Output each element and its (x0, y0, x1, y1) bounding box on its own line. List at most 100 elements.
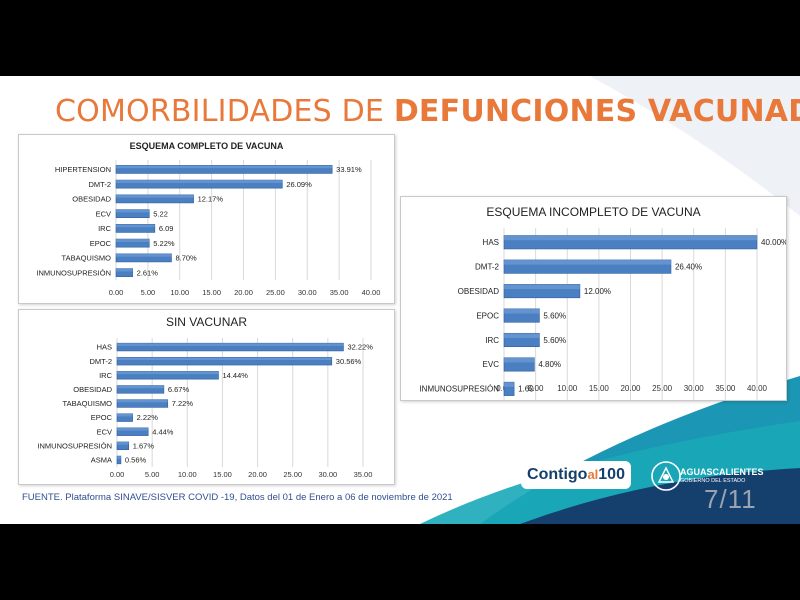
data-label: 12.17% (198, 195, 224, 204)
x-tick-label: 35.00 (354, 470, 373, 479)
x-tick-label: 5.00 (141, 288, 156, 297)
bar-highlight (116, 239, 150, 242)
chart-complete: 0.00 5.00 10.00 15.00 20.00 25.00 30.00 35.00 40… (36, 160, 381, 297)
bar (116, 342, 344, 352)
bar-highlight (117, 343, 344, 346)
x-tick-label: 10.00 (557, 384, 578, 393)
data-label: 33.91% (336, 165, 362, 174)
contigo-logo: Contigoal100 (521, 461, 631, 489)
bar-highlight (117, 385, 164, 389)
category-label: ECV (97, 427, 112, 436)
bar-highlight (504, 235, 757, 241)
bar-highlight (117, 427, 149, 431)
data-label: 8.70% (175, 254, 197, 263)
bar-highlight (504, 284, 580, 290)
category-label: TABAQUISMO (62, 254, 112, 263)
page-title: COMORBILIDADES DE DEFUNCIONES VACUNADOS (55, 94, 800, 129)
category-label: DMT-2 (475, 262, 500, 271)
x-tick-label: 5.00 (528, 384, 544, 393)
x-tick-label: 10.00 (178, 470, 197, 479)
contigo-logo-al: al (587, 467, 599, 482)
category-label: IRC (485, 336, 499, 345)
x-tick-label: 20.00 (234, 288, 253, 297)
x-tick-label: 20.00 (248, 470, 267, 479)
category-label: ECV (96, 209, 111, 218)
x-tick-label: 25.00 (283, 470, 302, 479)
x-tick-label: 15.00 (213, 470, 232, 479)
data-label: 6.67% (168, 385, 190, 394)
category-label: EPOC (90, 239, 112, 248)
bar-highlight (116, 209, 150, 213)
category-label: DMT-2 (89, 180, 112, 189)
x-tick-label: 30.00 (318, 470, 337, 479)
data-label: 12.00% (584, 287, 611, 296)
bar-highlight (117, 456, 121, 459)
x-tick-label: 10.00 (170, 288, 189, 297)
category-label: IRC (98, 224, 112, 233)
category-label: EPOC (91, 413, 113, 422)
data-label: 4.44% (152, 427, 174, 436)
x-tick-label: 0.00 (109, 288, 124, 297)
data-label: 1.67% (133, 441, 155, 450)
bar-highlight (116, 180, 283, 183)
state-seal-icon (651, 461, 681, 491)
category-label: ASMA (91, 456, 112, 465)
chart-title: ESQUEMA COMPLETO DE VACUNA (129, 141, 284, 151)
bar-highlight (504, 333, 540, 338)
data-label: 0.56% (125, 456, 147, 465)
category-label: DMT-2 (90, 357, 113, 366)
category-label: INMUNOSUPRESIÓN (37, 441, 112, 450)
data-label: 26.40% (675, 262, 702, 271)
category-label: OBESIDAD (73, 385, 112, 394)
data-label: 7.22% (172, 399, 194, 408)
bar-highlight (116, 165, 333, 169)
data-label: 4.80% (538, 360, 561, 369)
bar-highlight (504, 308, 540, 314)
x-tick-label: 40.00 (362, 288, 381, 297)
data-label: 30.56% (336, 357, 362, 366)
category-label: TABAQUISMO (63, 399, 113, 408)
category-label: HAS (483, 238, 499, 247)
source-footnote: FUENTE. Plataforma SINAVE/SISVER COVID -… (22, 492, 453, 503)
category-label: HIPERTENSION (55, 165, 111, 174)
data-label: 2.22% (137, 413, 159, 422)
category-label: EVC (483, 360, 500, 369)
data-label: 5.60% (543, 336, 566, 345)
bar-highlight (116, 194, 194, 198)
contigo-logo-100: 100 (598, 466, 625, 483)
x-tick-label: 35.00 (715, 384, 736, 393)
chart-title: SIN VACUNAR (165, 315, 248, 329)
bar-highlight (504, 357, 535, 363)
bar-highlight (117, 413, 133, 417)
bar (116, 356, 333, 366)
x-tick-label: 20.00 (620, 384, 641, 393)
state-name: AGUASCALIENTES (680, 467, 764, 477)
data-label: 40.00% (761, 238, 786, 247)
chart-incomplete: 0.005.0010.0015.0020.0025.0030.0035.0040… (419, 228, 786, 400)
chart-panel-complete: ESQUEMA COMPLETO DE VACUNA 0.00 5.00 10.00… (18, 134, 395, 304)
title-part-1: COMORBILIDADES DE (55, 94, 394, 129)
data-label: 14.44% (222, 371, 248, 380)
category-label: OBESIDAD (458, 287, 500, 296)
x-tick-label: 30.00 (684, 384, 705, 393)
x-tick-label: 35.00 (330, 288, 349, 297)
x-tick-label: 15.00 (202, 288, 221, 297)
x-tick-label: 40.00 (747, 384, 768, 393)
data-label: 5.60% (543, 311, 566, 320)
bar-highlight (504, 259, 671, 265)
x-tick-label: 25.00 (652, 384, 673, 393)
data-label: 2.61% (137, 268, 159, 277)
x-tick-label: 5.00 (145, 470, 160, 479)
category-label: HAS (97, 343, 112, 352)
data-label: 26.09% (286, 180, 312, 189)
bar (116, 441, 130, 451)
category-label: EPOC (476, 311, 499, 320)
chart-panel-incomplete: ESQUEMA INCOMPLETO DE VACUNA 0.005.0010.… (400, 196, 787, 401)
page-number: 7/11 (704, 484, 757, 514)
chart-panel-unvaccinated: SIN VACUNAR 0.00 5.00 10.00 15.00 20.00 25.00… (18, 309, 395, 485)
x-tick-label: 30.00 (298, 288, 317, 297)
x-tick-label: 0.00 (110, 470, 125, 479)
data-label: 5.22% (153, 239, 175, 248)
data-label: 5.22 (153, 209, 168, 218)
x-tick-label: 25.00 (266, 288, 285, 297)
